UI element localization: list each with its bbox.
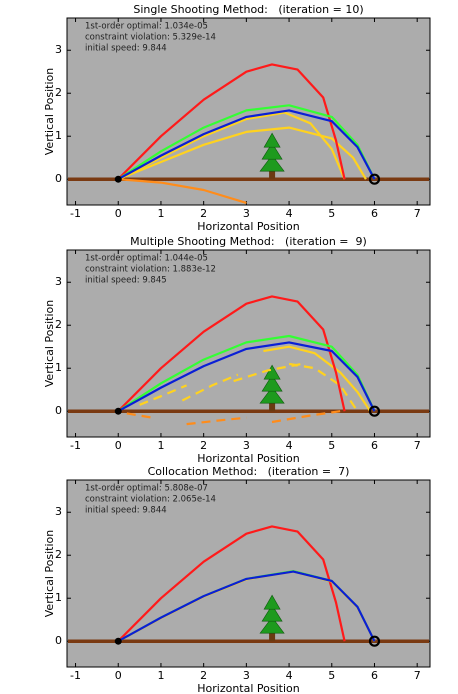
x-axis-label: Horizontal Position	[197, 220, 300, 233]
y-tick-label: 1	[55, 361, 62, 374]
x-tick-label: 3	[243, 439, 250, 452]
annotation: initial speed: 9.844	[85, 44, 167, 54]
annotation: 1st-order optimal: 1.044e-05	[85, 254, 208, 264]
x-tick-label: 1	[157, 669, 164, 682]
annotation: 1st-order optimal: 1.034e-05	[85, 22, 208, 32]
annotation: constraint violation: 1.883e-12	[85, 265, 216, 275]
start-marker	[115, 408, 122, 415]
annotation: constraint violation: 2.065e-14	[85, 495, 216, 505]
annotation: initial speed: 9.845	[85, 276, 167, 286]
x-tick-label: 5	[328, 439, 335, 452]
annotation: initial speed: 9.844	[85, 506, 167, 516]
x-tick-label: 1	[157, 207, 164, 220]
annotation: 1st-order optimal: 5.808e-07	[85, 484, 208, 494]
x-tick-label: 7	[414, 669, 421, 682]
x-tick-label: 4	[286, 207, 293, 220]
subplot: Multiple Shooting Method: (iteration = 9…	[43, 235, 430, 465]
start-marker	[115, 638, 122, 645]
y-tick-label: 0	[55, 172, 62, 185]
x-tick-label: 2	[200, 669, 207, 682]
x-tick-label: 7	[414, 439, 421, 452]
start-marker	[115, 176, 122, 183]
y-tick-label: 0	[55, 634, 62, 647]
x-tick-label: -1	[70, 439, 81, 452]
x-tick-label: 4	[286, 439, 293, 452]
chart-title: Single Shooting Method: (iteration = 10)	[133, 3, 363, 16]
x-tick-label: 0	[115, 439, 122, 452]
chart-title: Collocation Method: (iteration = 7)	[148, 465, 350, 478]
x-tick-label: 4	[286, 669, 293, 682]
x-tick-label: 6	[371, 439, 378, 452]
y-tick-label: 0	[55, 404, 62, 417]
y-tick-label: 2	[55, 548, 62, 561]
x-tick-label: 5	[328, 207, 335, 220]
y-tick-label: 2	[55, 318, 62, 331]
chart-title: Multiple Shooting Method: (iteration = 9…	[130, 235, 367, 248]
x-tick-label: 1	[157, 439, 164, 452]
subplot: Collocation Method: (iteration = 7) Horiz…	[43, 465, 430, 694]
x-tick-label: 2	[200, 207, 207, 220]
x-tick-label: 0	[115, 669, 122, 682]
y-tick-label: 1	[55, 591, 62, 604]
subplot: Single Shooting Method: (iteration = 10)…	[43, 3, 430, 233]
x-tick-label: 5	[328, 669, 335, 682]
y-tick-label: 2	[55, 86, 62, 99]
x-tick-label: 3	[243, 669, 250, 682]
x-tick-label: -1	[70, 669, 81, 682]
y-tick-label: 1	[55, 129, 62, 142]
y-tick-label: 3	[55, 275, 62, 288]
x-tick-label: 7	[414, 207, 421, 220]
y-tick-label: 3	[55, 43, 62, 56]
figure: Single Shooting Method: (iteration = 10)…	[0, 0, 458, 694]
x-axis-label: Horizontal Position	[197, 452, 300, 465]
x-tick-label: 3	[243, 207, 250, 220]
x-tick-label: 2	[200, 439, 207, 452]
x-axis-label: Horizontal Position	[197, 682, 300, 694]
annotation: constraint violation: 5.329e-14	[85, 33, 216, 43]
x-tick-label: 0	[115, 207, 122, 220]
y-tick-label: 3	[55, 505, 62, 518]
x-tick-label: 6	[371, 207, 378, 220]
x-tick-label: -1	[70, 207, 81, 220]
x-tick-label: 6	[371, 669, 378, 682]
